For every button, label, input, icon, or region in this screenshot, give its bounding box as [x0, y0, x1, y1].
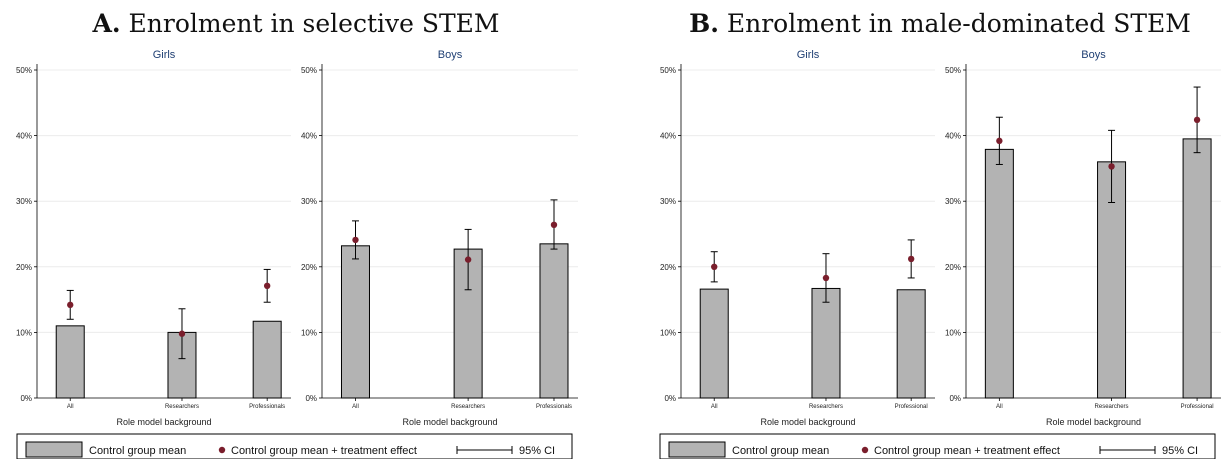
y-tick-label: 20%	[660, 263, 676, 272]
y-tick-label: 40%	[16, 132, 32, 141]
panel-b: B. Enrolment in male-dominated STEM Girls…	[659, 9, 1221, 459]
legend-bar-swatch	[25, 441, 83, 458]
y-tick-label: 0%	[949, 394, 961, 403]
treatment-point	[822, 274, 830, 282]
y-tick-label: 0%	[20, 394, 32, 403]
legend-bar-swatch	[668, 441, 726, 458]
legend-control-label: Control group mean	[732, 445, 829, 457]
bar	[984, 148, 1014, 399]
x-axis-label: Role model background	[402, 417, 497, 427]
subplot-title: Boys	[1081, 49, 1106, 61]
y-tick-label: 20%	[16, 263, 32, 272]
panel-a-boys-subplot: Boys 0% 10% 20% 30% 40% 50% All Researchers Profe…	[301, 49, 578, 427]
x-tick-label: Professional	[1181, 404, 1214, 410]
x-tick-label: All	[996, 404, 1003, 410]
x-tick-label: Researchers	[165, 404, 199, 410]
y-tick-label: 40%	[301, 132, 317, 141]
y-tick-label: 50%	[16, 66, 32, 75]
y-tick-label: 10%	[301, 328, 317, 337]
treatment-point	[263, 282, 271, 290]
treatment-point	[67, 301, 74, 309]
treatment-point	[1193, 116, 1201, 124]
subplot-title: Girls	[153, 49, 176, 61]
panel-a-title: A. Enrolment in selective STEM	[91, 9, 499, 38]
bar	[539, 243, 569, 399]
y-tick-label: 30%	[301, 197, 317, 206]
y-tick-label: 0%	[664, 394, 676, 403]
legend: Control group mean Control group mean + t…	[659, 433, 1216, 459]
panel-b-title: B. Enrolment in male-dominated STEM	[689, 9, 1191, 38]
panel-b-title-text: Enrolment in male-dominated STEM	[719, 9, 1191, 38]
treatment-point	[1108, 163, 1115, 170]
bar	[252, 320, 282, 399]
y-tick-label: 20%	[945, 263, 961, 272]
y-tick-label: 50%	[301, 66, 317, 75]
y-tick-label: 10%	[945, 328, 961, 337]
panel-b-boys-subplot: Boys 0% 10% 20% 30% 40% 50% All Researchers Profe…	[945, 49, 1221, 427]
x-axis-label: Role model background	[116, 417, 211, 427]
x-tick-label: Professionals	[249, 404, 285, 410]
treatment-point	[178, 330, 186, 337]
y-tick-label: 40%	[945, 132, 961, 141]
bar	[896, 289, 926, 399]
y-tick-label: 30%	[945, 197, 961, 206]
legend-treated-label: Control group mean + treatment effect	[874, 445, 1060, 457]
subplot-title: Boys	[438, 49, 463, 61]
y-tick-label: 30%	[660, 197, 676, 206]
panel-a-title-text: Enrolment in selective STEM	[121, 9, 500, 38]
treatment-point	[550, 221, 558, 229]
x-tick-label: Researchers	[809, 404, 843, 410]
x-tick-label: All	[711, 404, 718, 410]
panel-a-title-letter: A.	[91, 9, 120, 38]
x-tick-label: All	[352, 404, 359, 410]
legend: Control group mean Control group mean + t…	[16, 433, 573, 459]
treatment-point	[711, 263, 718, 270]
legend-point-swatch	[218, 446, 226, 454]
y-tick-label: 0%	[305, 394, 317, 403]
legend-control-label: Control group mean	[89, 445, 186, 457]
treatment-point	[907, 255, 915, 263]
legend-frame	[16, 433, 573, 459]
bar	[811, 287, 841, 399]
legend-treated-label: Control group mean + treatment effect	[231, 445, 417, 457]
panel-a: A. Enrolment in selective STEM Girls 0% 10%…	[16, 9, 578, 459]
x-axis-label: Role model background	[1046, 417, 1141, 427]
treatment-point	[464, 256, 472, 263]
x-tick-label: Professionals	[536, 404, 572, 410]
bar	[340, 245, 370, 399]
bar	[1182, 138, 1212, 399]
treatment-point	[352, 236, 359, 244]
bar	[699, 288, 729, 399]
panel-a-girls-subplot: Girls 0% 10% 20% 30% 40% 50% All Researchers Prof…	[16, 49, 291, 427]
y-tick-label: 50%	[660, 66, 676, 75]
y-tick-label: 50%	[945, 66, 961, 75]
legend-point-swatch	[861, 446, 869, 454]
y-tick-label: 20%	[301, 263, 317, 272]
y-tick-label: 10%	[16, 328, 32, 337]
treatment-point	[996, 137, 1003, 145]
legend-ci-label: 95% CI	[1162, 445, 1198, 457]
x-tick-label: Researchers	[451, 404, 485, 410]
panel-b-girls-subplot: Girls 0% 10% 20% 30% 40% 50% All Researchers Prof…	[660, 49, 935, 427]
bar	[55, 325, 85, 399]
y-tick-label: 30%	[16, 197, 32, 206]
legend-ci-label: 95% CI	[519, 445, 555, 457]
y-tick-label: 40%	[660, 132, 676, 141]
x-tick-label: All	[67, 404, 74, 410]
x-tick-label: Researchers	[1095, 404, 1129, 410]
subplot-title: Girls	[797, 49, 820, 61]
legend-frame	[659, 433, 1216, 459]
panel-b-title-letter: B.	[689, 9, 719, 38]
x-tick-label: Professional	[895, 404, 928, 410]
x-axis-label: Role model background	[760, 417, 855, 427]
y-tick-label: 10%	[660, 328, 676, 337]
